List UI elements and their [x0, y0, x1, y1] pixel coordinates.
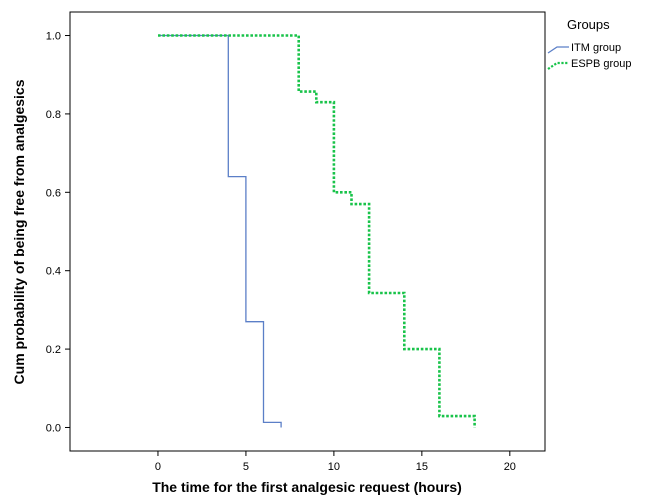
- legend-entry: ESPB group: [571, 58, 632, 70]
- legend-entry: ITM group: [571, 42, 621, 54]
- legend-swatch: [547, 61, 569, 70]
- y-tick-label: 0.6: [46, 187, 61, 199]
- legend: Groups ITM group ESPB group: [547, 17, 632, 70]
- y-tick-label: 0.0: [46, 422, 61, 434]
- y-tick-label: 0.2: [46, 344, 61, 356]
- y-axis-title: Cum probability of being free from analg…: [11, 79, 27, 384]
- series-line-itm: [158, 34, 282, 428]
- x-tick-label: 5: [243, 461, 249, 473]
- y-tick-label: 0.4: [46, 266, 61, 278]
- y-tick-label: 1.0: [46, 31, 61, 43]
- x-tick-label: 20: [504, 461, 516, 473]
- x-tick-label: 0: [155, 461, 161, 473]
- y-axis: 0.0 0.2 0.4 0.6 0.8 1.0: [46, 31, 70, 434]
- plot-frame: [69, 11, 546, 452]
- x-axis: 0 5 10 15 20: [155, 451, 516, 473]
- legend-title: Groups: [567, 17, 610, 32]
- legend-swatch: [547, 46, 569, 54]
- x-axis-title: The time for the first analgesic request…: [152, 479, 462, 495]
- series-layer: [158, 34, 476, 428]
- series-line-espb: [158, 34, 476, 428]
- y-tick-label: 0.8: [46, 109, 61, 121]
- x-tick-label: 10: [328, 461, 340, 473]
- x-tick-label: 15: [416, 461, 428, 473]
